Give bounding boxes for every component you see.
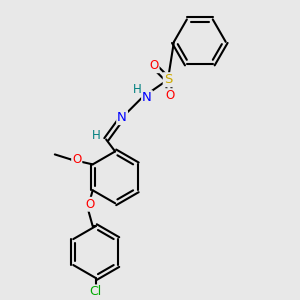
Text: O: O (72, 153, 81, 166)
Text: O: O (85, 198, 94, 211)
Text: N: N (142, 91, 152, 104)
Text: O: O (165, 89, 175, 102)
Text: N: N (117, 111, 127, 124)
Text: H: H (92, 129, 100, 142)
Text: H: H (133, 83, 141, 96)
Text: O: O (149, 59, 159, 72)
Text: S: S (164, 73, 172, 86)
Text: Cl: Cl (90, 285, 102, 298)
